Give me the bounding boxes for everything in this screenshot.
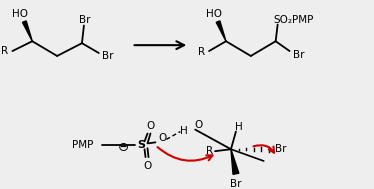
Text: O: O: [158, 133, 166, 143]
Text: O: O: [194, 120, 202, 130]
Polygon shape: [22, 21, 32, 41]
Text: HO: HO: [206, 9, 222, 19]
Polygon shape: [216, 21, 226, 41]
Text: O: O: [146, 121, 154, 131]
Text: H: H: [235, 122, 243, 132]
Text: R: R: [1, 46, 9, 56]
Text: Br: Br: [275, 144, 286, 154]
Text: R: R: [198, 47, 205, 57]
Text: Br: Br: [102, 51, 114, 61]
Text: Br: Br: [293, 50, 304, 60]
Text: ⊖: ⊖: [118, 141, 129, 154]
Text: Br: Br: [79, 15, 91, 25]
Text: S: S: [138, 140, 145, 150]
Text: O: O: [143, 161, 151, 171]
FancyArrowPatch shape: [157, 147, 212, 161]
Text: R: R: [206, 146, 213, 156]
Text: H: H: [180, 125, 188, 136]
Text: SO₂PMP: SO₂PMP: [273, 15, 314, 25]
Text: HO: HO: [12, 9, 28, 19]
Text: Br: Br: [230, 179, 242, 189]
FancyArrowPatch shape: [254, 145, 274, 153]
Text: PMP: PMP: [73, 140, 94, 150]
Polygon shape: [231, 149, 239, 174]
